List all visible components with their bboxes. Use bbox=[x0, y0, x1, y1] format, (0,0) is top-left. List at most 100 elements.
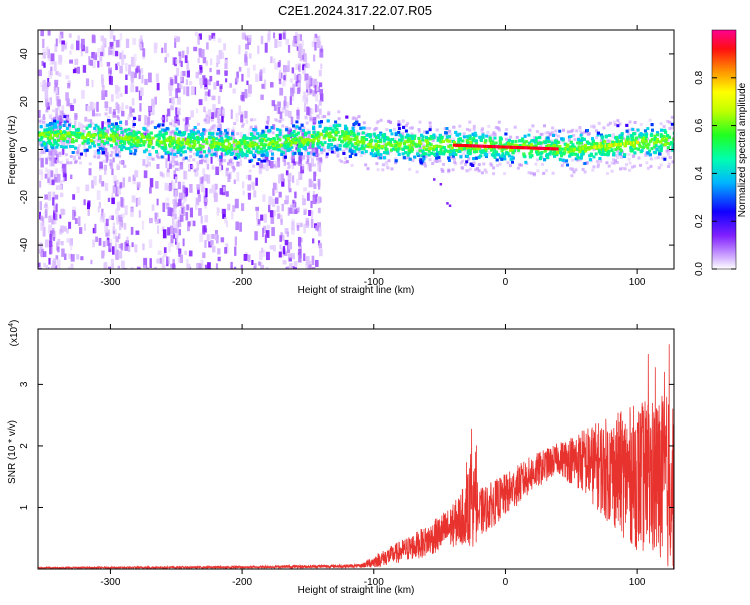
ridge-cell bbox=[93, 126, 97, 130]
ridge-cell bbox=[477, 147, 481, 151]
ridge-cell bbox=[653, 134, 657, 138]
noise-cell bbox=[318, 100, 322, 106]
ridge-cell bbox=[129, 151, 133, 155]
noise-cell bbox=[294, 191, 297, 199]
noise-cell bbox=[147, 116, 151, 125]
noise-cell bbox=[240, 114, 244, 123]
noise-cell bbox=[318, 243, 322, 249]
ridge-cell bbox=[98, 137, 101, 140]
noise-cell bbox=[268, 30, 271, 41]
halo-cell bbox=[203, 128, 207, 132]
halo-cell bbox=[423, 130, 426, 134]
halo-cell bbox=[498, 128, 501, 132]
noise-cell bbox=[186, 263, 191, 269]
noise-cell bbox=[168, 86, 172, 97]
ridge-cell bbox=[189, 129, 193, 133]
ridge-cell bbox=[169, 152, 173, 156]
noise-cell bbox=[285, 38, 290, 45]
ridge-cell bbox=[368, 135, 372, 139]
ridge-cell bbox=[490, 147, 494, 151]
noise-cell bbox=[40, 222, 45, 231]
noise-cell bbox=[91, 180, 95, 189]
ridge-cell bbox=[109, 133, 113, 137]
ridge-cell bbox=[317, 139, 321, 143]
noise-cell bbox=[96, 190, 101, 200]
ridge-cell bbox=[406, 133, 410, 137]
noise-cell bbox=[107, 197, 111, 202]
noise-cell bbox=[115, 236, 119, 243]
noise-cell bbox=[52, 191, 56, 199]
halo-cell bbox=[668, 120, 672, 124]
halo-cell bbox=[175, 154, 179, 158]
ridge-cell bbox=[255, 136, 259, 140]
noise-cell bbox=[61, 105, 65, 116]
noise-cell bbox=[76, 66, 80, 74]
halo-cell bbox=[56, 160, 60, 164]
noise-cell bbox=[130, 267, 134, 269]
ridge-cell bbox=[62, 135, 66, 139]
ridge-cell bbox=[280, 150, 284, 154]
noise-cell bbox=[224, 247, 227, 254]
ridge-cell bbox=[169, 142, 173, 146]
ridge-cell bbox=[183, 150, 187, 154]
ridge-cell bbox=[225, 146, 229, 150]
noise-cell bbox=[91, 108, 95, 117]
halo-cell bbox=[385, 128, 389, 132]
noise-cell bbox=[283, 75, 286, 81]
ridge-cell bbox=[596, 133, 600, 137]
noise-cell bbox=[170, 149, 174, 155]
noise-cell bbox=[40, 82, 44, 87]
ridge-cell bbox=[664, 137, 668, 141]
ridge-cell bbox=[38, 131, 41, 135]
noise-cell bbox=[104, 223, 109, 233]
halo-cell bbox=[157, 156, 161, 160]
halo-cell bbox=[542, 171, 546, 175]
noise-cell bbox=[248, 254, 251, 263]
halo-cell bbox=[513, 125, 517, 129]
noise-cell bbox=[319, 88, 323, 95]
ridge-cell bbox=[469, 148, 472, 152]
ridge-cell bbox=[579, 141, 583, 145]
ridge-cell bbox=[569, 150, 573, 154]
ridge-cell bbox=[438, 133, 442, 137]
noise-cell bbox=[79, 123, 83, 128]
ridge-cell bbox=[495, 150, 499, 154]
ridge-cell bbox=[105, 137, 109, 141]
ridge-cell bbox=[255, 149, 259, 153]
halo-cell bbox=[116, 143, 120, 147]
noise-cell bbox=[155, 212, 159, 218]
halo-cell bbox=[623, 167, 627, 171]
noise-cell bbox=[273, 32, 276, 39]
ridge-cell bbox=[537, 141, 541, 145]
ridge-cell bbox=[177, 137, 181, 141]
noise-cell bbox=[178, 199, 182, 206]
ridge-cell bbox=[271, 152, 274, 156]
ridge-cell bbox=[55, 145, 59, 149]
noise-cell bbox=[161, 265, 166, 269]
noise-cell bbox=[123, 223, 127, 230]
ridge-cell bbox=[319, 141, 323, 145]
ridge-cell bbox=[365, 133, 369, 137]
noise-cell bbox=[277, 213, 281, 219]
ridge-cell bbox=[503, 143, 507, 147]
noise-cell bbox=[50, 236, 54, 241]
noise-cell bbox=[317, 158, 320, 165]
noise-cell bbox=[76, 40, 80, 51]
ridge-cell bbox=[538, 157, 542, 161]
ridge-cell bbox=[164, 151, 168, 155]
noise-cell bbox=[174, 189, 177, 200]
noise-cell bbox=[48, 224, 52, 234]
ridge-cell bbox=[447, 145, 451, 149]
halo-cell bbox=[179, 162, 183, 166]
noise-cell bbox=[111, 215, 114, 221]
ridge-cell bbox=[427, 149, 431, 153]
ridge-cell bbox=[625, 123, 629, 127]
ridge-cell bbox=[411, 140, 415, 144]
ridge-cell bbox=[138, 143, 142, 147]
halo-cell bbox=[364, 163, 368, 167]
ridge-cell bbox=[612, 151, 616, 155]
noise-cell bbox=[298, 75, 302, 81]
halo-cell bbox=[291, 150, 294, 153]
ridge-cell bbox=[48, 136, 52, 140]
ridge-cell bbox=[285, 128, 289, 132]
